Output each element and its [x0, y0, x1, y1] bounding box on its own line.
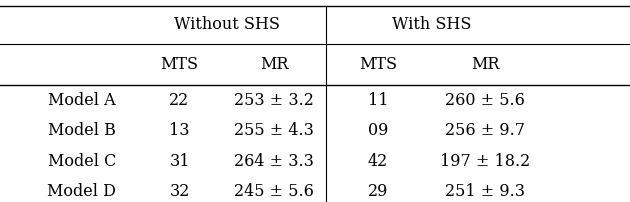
Text: 251 ± 9.3: 251 ± 9.3	[445, 183, 525, 200]
Text: MR: MR	[260, 56, 289, 73]
Text: Model B: Model B	[48, 122, 116, 139]
Text: 22: 22	[169, 92, 190, 109]
Text: 42: 42	[368, 153, 388, 169]
Text: 13: 13	[169, 122, 190, 139]
Text: Model D: Model D	[47, 183, 117, 200]
Text: 11: 11	[368, 92, 388, 109]
Text: 32: 32	[169, 183, 190, 200]
Text: 31: 31	[169, 153, 190, 169]
Text: 255 ± 4.3: 255 ± 4.3	[234, 122, 314, 139]
Text: MTS: MTS	[359, 56, 397, 73]
Text: 264 ± 3.3: 264 ± 3.3	[234, 153, 314, 169]
Text: 253 ± 3.2: 253 ± 3.2	[234, 92, 314, 109]
Text: 260 ± 5.6: 260 ± 5.6	[445, 92, 525, 109]
Text: Model C: Model C	[48, 153, 116, 169]
Text: Without SHS: Without SHS	[174, 16, 280, 33]
Text: Model A: Model A	[48, 92, 116, 109]
Text: 256 ± 9.7: 256 ± 9.7	[445, 122, 525, 139]
Text: 09: 09	[368, 122, 388, 139]
Text: With SHS: With SHS	[392, 16, 471, 33]
Text: MR: MR	[471, 56, 500, 73]
Text: 245 ± 5.6: 245 ± 5.6	[234, 183, 314, 200]
Text: 29: 29	[368, 183, 388, 200]
Text: 197 ± 18.2: 197 ± 18.2	[440, 153, 530, 169]
Text: MTS: MTS	[161, 56, 198, 73]
